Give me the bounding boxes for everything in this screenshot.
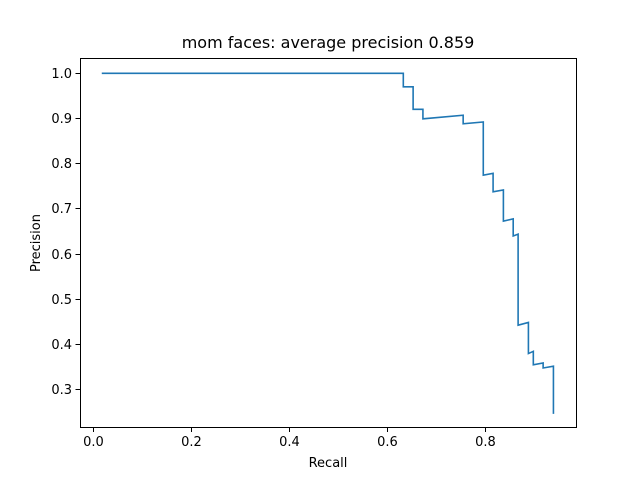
y-tick-label: 0.3 (51, 383, 72, 398)
x-tick-label: 0.0 (83, 435, 104, 450)
y-tick-label: 0.4 (51, 338, 72, 353)
chart-title: mom faces: average precision 0.859 (182, 33, 475, 52)
y-tick-label: 0.6 (51, 248, 72, 263)
x-axis-label: Recall (309, 456, 348, 471)
axes-frame (80, 58, 577, 428)
x-axis-ticks: 0.0 0.2 0.4 0.6 0.8 (83, 427, 496, 450)
x-tick-label: 0.6 (377, 435, 398, 450)
y-tick-label: 0.8 (51, 157, 72, 172)
y-axis-ticks: 0.3 0.4 0.5 0.6 0.7 0.8 0.9 1.0 (51, 67, 81, 398)
x-tick-label: 0.4 (279, 435, 300, 450)
x-tick-label: 0.8 (475, 435, 496, 450)
y-tick-label: 0.9 (51, 112, 72, 127)
y-tick-label: 0.7 (51, 202, 72, 217)
y-tick-label: 1.0 (51, 67, 72, 82)
x-tick-label: 0.2 (181, 435, 202, 450)
y-tick-label: 0.5 (51, 293, 72, 308)
y-axis-label: Precision (29, 214, 44, 272)
precision-recall-curve (101, 72, 555, 414)
